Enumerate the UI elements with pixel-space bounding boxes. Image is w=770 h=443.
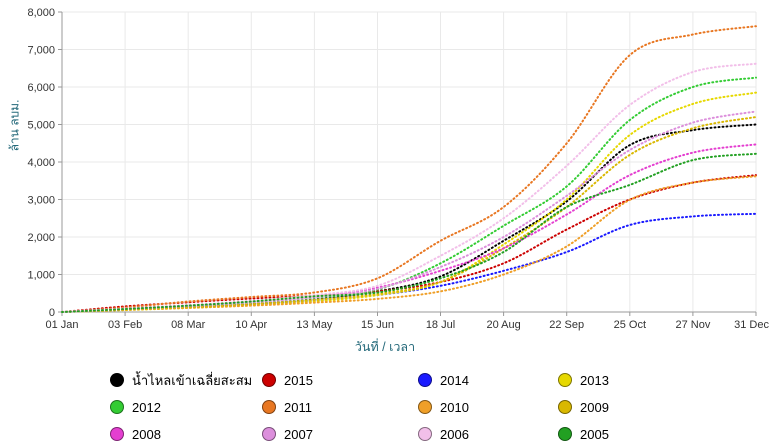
- legend-marker-icon: [418, 400, 432, 414]
- legend-marker-icon: [262, 400, 276, 414]
- legend-marker-icon: [110, 400, 124, 414]
- y-tick-label: 5,000: [27, 120, 55, 132]
- series-line-2008[interactable]: [61, 143, 757, 313]
- x-tick-label: 03 Feb: [108, 319, 142, 331]
- x-tick-label: 25 Oct: [614, 319, 646, 331]
- y-tick-label: 3,000: [27, 195, 55, 207]
- legend-label: 2012: [132, 399, 161, 415]
- x-tick-label: 08 Mar: [171, 319, 206, 331]
- legend-item-2007[interactable]: 2007: [262, 425, 418, 443]
- x-tick-label: 18 Jul: [426, 319, 455, 331]
- legend-item-2011[interactable]: 2011: [262, 398, 418, 416]
- x-tick-label: 13 May: [296, 319, 333, 331]
- legend-item-2015[interactable]: 2015: [262, 371, 418, 389]
- y-tick-label: 4,000: [27, 157, 55, 169]
- legend-item-2009[interactable]: 2009: [558, 398, 678, 416]
- legend-item-2012[interactable]: 2012: [110, 398, 262, 416]
- legend-label: 2013: [580, 372, 609, 388]
- y-tick-label: 0: [49, 307, 55, 319]
- y-tick-label: 1,000: [27, 270, 55, 282]
- chart-legend: น้ำไหลเข้าเฉลี่ยสะสม 2015 2014 2013 2012 2011…: [110, 371, 710, 443]
- legend-item-น้ำไหลเข้าเฉลี่ยสะสม[interactable]: น้ำไหลเข้าเฉลี่ยสะสม: [110, 371, 262, 389]
- x-tick-label: 22 Sep: [549, 319, 584, 331]
- legend-label: 2014: [440, 372, 469, 388]
- x-tick-label: 10 Apr: [235, 319, 267, 331]
- legend-item-2006[interactable]: 2006: [418, 425, 558, 443]
- legend-marker-icon: [558, 427, 572, 441]
- x-tick-label: 20 Aug: [486, 319, 520, 331]
- x-tick-label: 15 Jun: [361, 319, 394, 331]
- legend-marker-icon: [110, 373, 124, 387]
- y-tick-label: 8,000: [27, 7, 55, 19]
- legend-label: 2015: [284, 372, 313, 388]
- legend-label: 2009: [580, 399, 609, 415]
- series-line-2014[interactable]: [61, 212, 757, 313]
- x-tick-label: 01 Jan: [45, 319, 78, 331]
- x-tick-label: 27 Nov: [675, 319, 710, 331]
- legend-item-2014[interactable]: 2014: [418, 371, 558, 389]
- y-tick-label: 6,000: [27, 82, 55, 94]
- legend-marker-icon: [110, 427, 124, 441]
- y-tick-label: 7,000: [27, 45, 55, 57]
- legend-label: น้ำไหลเข้าเฉลี่ยสะสม: [132, 372, 253, 388]
- legend-label: 2005: [580, 426, 609, 442]
- legend-marker-icon: [558, 373, 572, 387]
- series-line-2010[interactable]: [61, 175, 757, 313]
- x-tick-label: 31 Dec: [734, 319, 769, 331]
- series-line-2011[interactable]: [61, 25, 757, 313]
- legend-item-2013[interactable]: 2013: [558, 371, 678, 389]
- chart-plot-area: 0 1,000 2,000 3,000 4,000 5,000 6,000 7,000 8,00…: [7, 7, 770, 331]
- series-line-2015[interactable]: [61, 174, 757, 313]
- legend-label: 2006: [440, 426, 469, 442]
- series-line-2012[interactable]: [61, 76, 757, 313]
- legend-marker-icon: [558, 400, 572, 414]
- series-line-2006[interactable]: [61, 62, 757, 313]
- legend-marker-icon: [262, 373, 276, 387]
- y-axis-title: ล้าน ลบม.: [7, 99, 22, 152]
- y-tick-label: 2,000: [27, 232, 55, 244]
- legend-item-2010[interactable]: 2010: [418, 398, 558, 416]
- legend-marker-icon: [262, 427, 276, 441]
- series-line-2005[interactable]: [61, 152, 757, 313]
- x-axis-title: วันที่ / เวลา: [354, 340, 416, 354]
- legend-marker-icon: [418, 373, 432, 387]
- legend-label: 2007: [284, 426, 313, 442]
- legend-marker-icon: [418, 427, 432, 441]
- legend-label: 2008: [132, 426, 161, 442]
- series-line-น้ำไหลเข้าเฉลี่ยสะสม[interactable]: [61, 123, 757, 313]
- legend-item-2008[interactable]: 2008: [110, 425, 262, 443]
- legend-label: 2010: [440, 399, 469, 415]
- legend-item-2005[interactable]: 2005: [558, 425, 678, 443]
- series-line-2009[interactable]: [61, 116, 757, 313]
- chart-canvas: 0 1,000 2,000 3,000 4,000 5,000 6,000 7,000 8,00…: [27, 7, 769, 331]
- series-line-2007[interactable]: [61, 110, 757, 313]
- legend-label: 2011: [284, 399, 312, 415]
